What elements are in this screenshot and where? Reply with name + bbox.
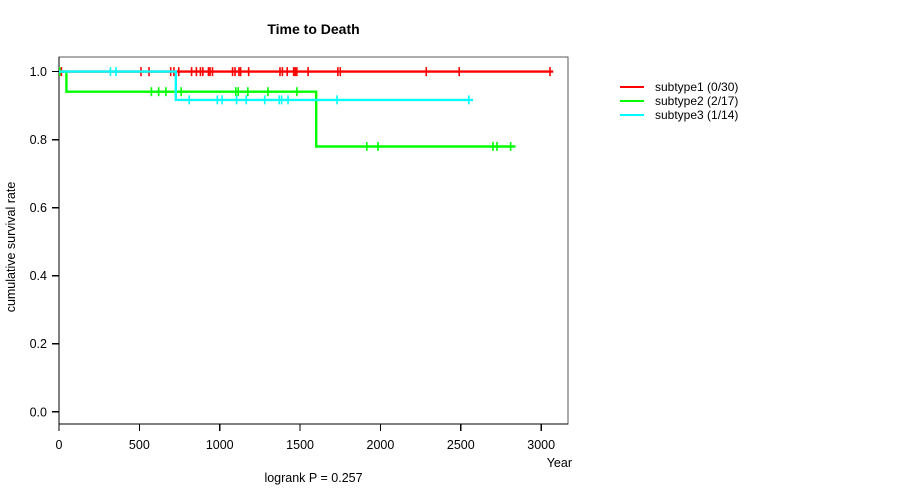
legend-item-subtype3: subtype3 (1/14) xyxy=(620,108,738,122)
x-axis-ticks: 0 500 1000 1500 2000 2500 3000 xyxy=(56,424,555,452)
y-axis-tick-label: 0.2 xyxy=(30,337,47,351)
y-axis-tick-label: 1.0 xyxy=(30,65,47,79)
censor-marks-subtype2 xyxy=(59,67,512,151)
x-axis-tick-label: 3000 xyxy=(527,438,555,452)
x-axis-tick-label: 500 xyxy=(129,438,150,452)
legend-item-subtype2: subtype2 (2/17) xyxy=(620,94,738,108)
legend-label-subtype1: subtype1 (0/30) xyxy=(655,80,739,94)
y-axis-ticks: 0.0 0.2 0.4 0.6 0.8 1.0 xyxy=(30,65,59,419)
y-axis-label: cumulative survival rate xyxy=(4,181,18,313)
legend-label-subtype2: subtype2 (2/17) xyxy=(655,94,739,108)
logrank-p-annotation: logrank P = 0.257 xyxy=(264,471,363,485)
chart-title: Time to Death xyxy=(267,21,360,37)
legend-item-subtype1: subtype1 (0/30) xyxy=(620,80,738,94)
survival-curve-subtype2 xyxy=(59,70,516,148)
y-axis-tick-label: 0.6 xyxy=(30,201,47,215)
x-axis-tick-label: 0 xyxy=(56,438,63,452)
survival-curve-subtype3 xyxy=(59,70,473,102)
x-axis-tick-label: 1000 xyxy=(206,438,234,452)
x-axis-tick-label: 1500 xyxy=(286,438,314,452)
x-axis-tick-label: 2000 xyxy=(367,438,395,452)
censor-marks-subtype3 xyxy=(109,67,470,105)
y-axis-tick-label: 0.0 xyxy=(30,405,47,419)
censor-marks-subtype1 xyxy=(60,67,551,77)
legend-label-subtype3: subtype3 (1/14) xyxy=(655,108,739,122)
plot-box xyxy=(58,56,569,425)
x-axis-label: Year xyxy=(546,456,572,470)
legend-line-subtype1 xyxy=(620,85,644,89)
y-axis-tick-label: 0.8 xyxy=(30,133,47,147)
y-axis-tick-label: 0.4 xyxy=(30,269,47,283)
legend: subtype1 (0/30) subtype2 (2/17) subtype3 (… xyxy=(620,80,738,122)
x-axis-tick-label: 2500 xyxy=(447,438,475,452)
legend-line-subtype3 xyxy=(620,113,644,117)
legend-line-subtype2 xyxy=(620,99,644,103)
